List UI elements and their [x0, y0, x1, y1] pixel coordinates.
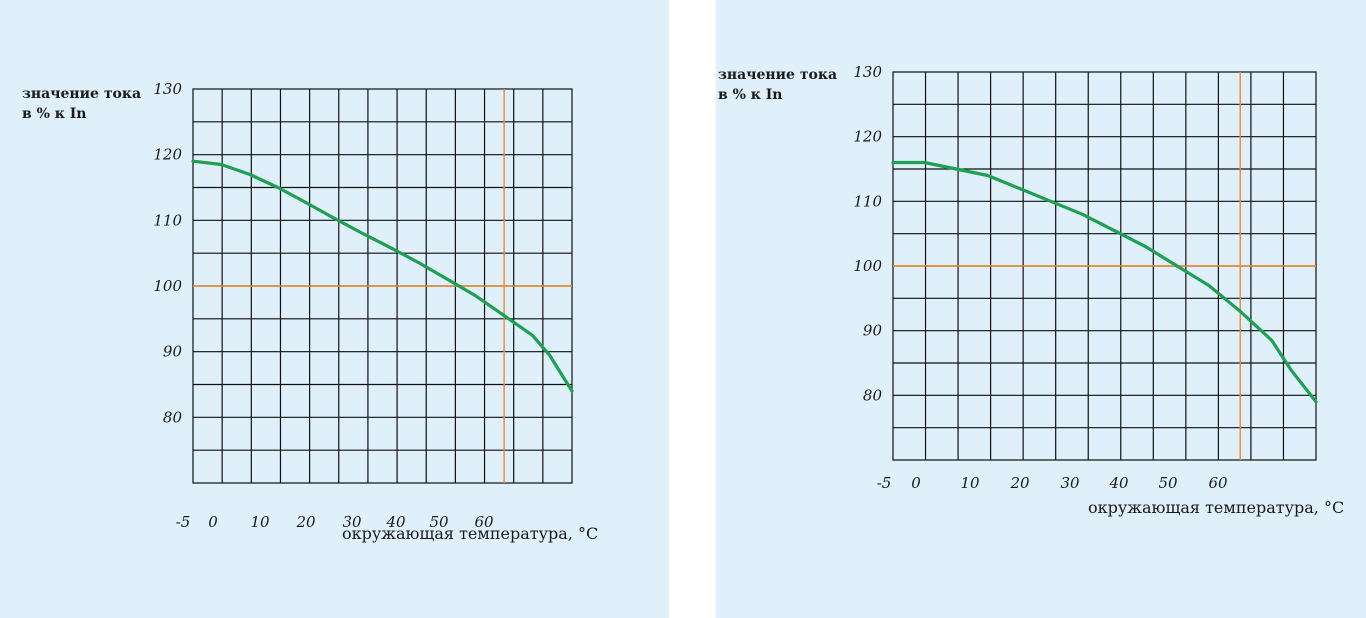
x-tick-label: 0: [911, 474, 921, 492]
x-tick-label: 30: [1060, 474, 1080, 492]
y-tick-label: 110: [153, 211, 182, 229]
x-axis-label-left: окружающая температура, °C: [342, 524, 599, 543]
y-tick-label: 100: [853, 257, 882, 275]
x-tick-label: 10: [960, 474, 980, 492]
x-tick-label: 50: [429, 513, 449, 531]
y-axis-label-right: значение тока в % к In: [718, 65, 837, 105]
y-tick-label: 100: [153, 277, 182, 295]
y-axis-label-left: значение тока в % к In: [22, 84, 141, 124]
y-tick-label: 80: [863, 386, 883, 404]
x-tick-label: 40: [1108, 474, 1129, 492]
x-tick-label: 10: [250, 513, 270, 531]
y-tick-label: 130: [153, 80, 182, 98]
x-tick-label: 0: [208, 513, 218, 531]
y-tick-label: 80: [163, 408, 183, 426]
x-axis-label-right: окружающая температура, °C: [1088, 498, 1345, 517]
x-tick-label: 30: [342, 513, 362, 531]
y-tick-label: 90: [163, 343, 183, 361]
x-tick-label: -5: [877, 474, 892, 492]
y-axis-label-line-1: значение тока: [22, 86, 142, 102]
y-axis-label-line-2: в % к In: [22, 106, 87, 122]
y-axis-label-line-2: в % к In: [718, 87, 783, 103]
x-tick-label: 60: [474, 513, 494, 531]
y-axis-label-line-1: значение тока: [718, 67, 838, 83]
x-tick-label: 20: [295, 513, 316, 531]
x-tick-label: 40: [385, 513, 406, 531]
y-tick-label: 120: [853, 128, 882, 146]
x-tick-label: 60: [1208, 474, 1228, 492]
series-line-right: [891, 160, 1318, 404]
series-line-left: [191, 159, 574, 393]
y-tick-label: 130: [853, 63, 882, 81]
y-tick-label: 120: [153, 146, 182, 164]
chart-panel-right: [716, 0, 1366, 618]
chart-panel-left: [0, 0, 669, 618]
x-tick-label: 20: [1009, 474, 1030, 492]
y-tick-label: 110: [853, 192, 882, 210]
y-tick-label: 90: [863, 322, 883, 340]
x-tick-label: -5: [176, 513, 191, 531]
x-tick-label: 50: [1158, 474, 1178, 492]
